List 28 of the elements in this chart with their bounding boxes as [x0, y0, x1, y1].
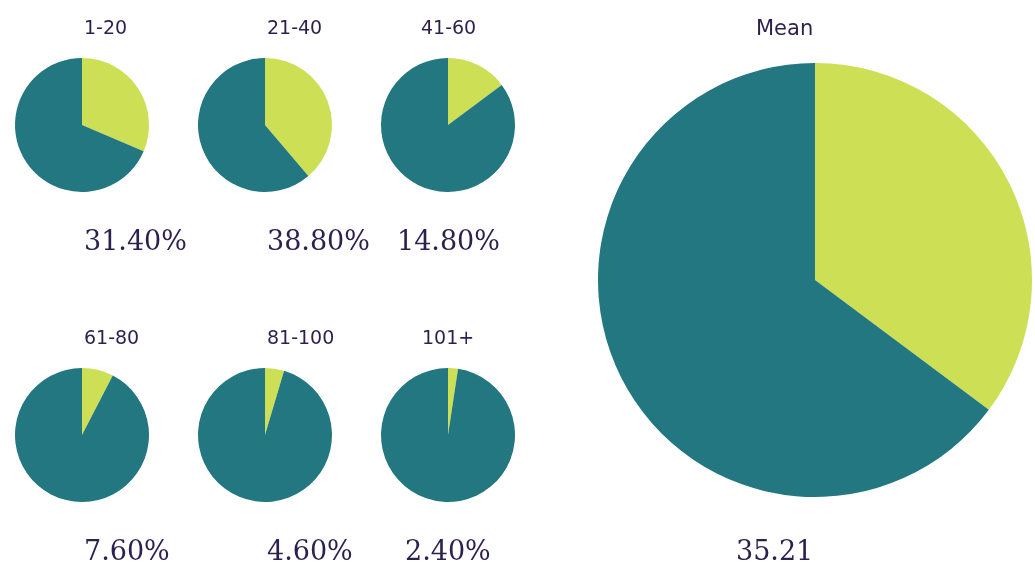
chart-title: 61-80 — [84, 326, 140, 348]
pie-slice — [381, 58, 515, 192]
chart-title: 21-40 — [267, 16, 323, 38]
pie-slice — [448, 58, 502, 125]
pie-slice — [198, 58, 309, 192]
pie-slice — [15, 58, 144, 192]
chart-title: 101+ — [422, 326, 475, 348]
pie-slice — [82, 58, 149, 152]
pie-slice — [198, 368, 332, 502]
pie-slice — [381, 368, 515, 502]
pie-slice — [265, 58, 332, 177]
text: 14.80% — [397, 225, 500, 256]
text: 35.21 — [736, 535, 814, 566]
pie-slice — [15, 368, 149, 502]
chart-title: 1-20 — [84, 16, 128, 38]
text: 38.80% — [267, 225, 370, 256]
text: 7.60% — [84, 535, 170, 566]
text: 2.40% — [405, 535, 491, 566]
pie-slice — [815, 63, 1032, 410]
text: 31.40% — [84, 225, 187, 256]
pie-slice — [448, 368, 459, 435]
pie-slice — [265, 368, 285, 435]
text: 4.60% — [267, 535, 353, 566]
chart-title: 41-60 — [421, 16, 477, 38]
pie-slice — [82, 368, 113, 435]
chart-title: Mean — [756, 16, 814, 40]
pie-slice — [598, 63, 989, 497]
chart-title: 81-100 — [267, 326, 335, 348]
